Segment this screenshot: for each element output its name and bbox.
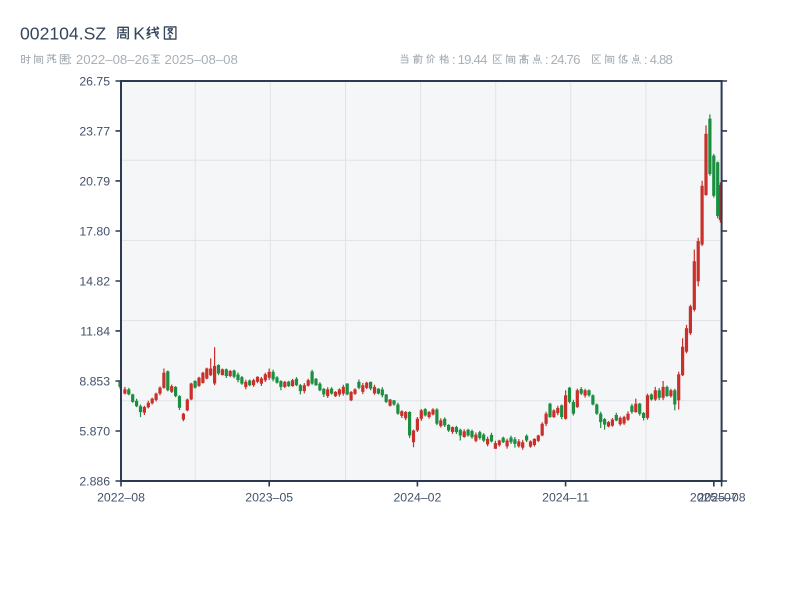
svg-text:5.870: 5.870 xyxy=(79,425,110,439)
svg-text:2024–11: 2024–11 xyxy=(542,491,589,505)
svg-text:: 24.76: : 24.76 xyxy=(545,52,580,67)
svg-text:2.886: 2.886 xyxy=(79,475,110,489)
svg-text:: 2022–08–26: : 2022–08–26 xyxy=(69,52,150,67)
svg-text:20.79: 20.79 xyxy=(79,175,110,189)
svg-text:2022–08: 2022–08 xyxy=(97,491,145,505)
svg-text:17.80: 17.80 xyxy=(79,225,110,239)
svg-text:11.84: 11.84 xyxy=(80,325,110,339)
svg-text:8.853: 8.853 xyxy=(79,375,110,389)
svg-text:2025–07: 2025–07 xyxy=(690,491,738,505)
svg-text:2025–08–08: 2025–08–08 xyxy=(165,52,238,67)
svg-text:K: K xyxy=(133,24,145,44)
svg-text:002104.SZ: 002104.SZ xyxy=(20,24,106,44)
svg-text:2025–08: 2025–08 xyxy=(698,491,746,505)
svg-text:: 4.88: : 4.88 xyxy=(644,52,673,67)
svg-text:26.75: 26.75 xyxy=(79,75,110,89)
svg-text:2023–05: 2023–05 xyxy=(245,491,293,505)
svg-text:: 19.44: : 19.44 xyxy=(452,52,487,67)
svg-text:2024–02: 2024–02 xyxy=(393,491,441,505)
svg-text:14.82: 14.82 xyxy=(79,275,110,289)
svg-text:23.77: 23.77 xyxy=(79,125,110,139)
